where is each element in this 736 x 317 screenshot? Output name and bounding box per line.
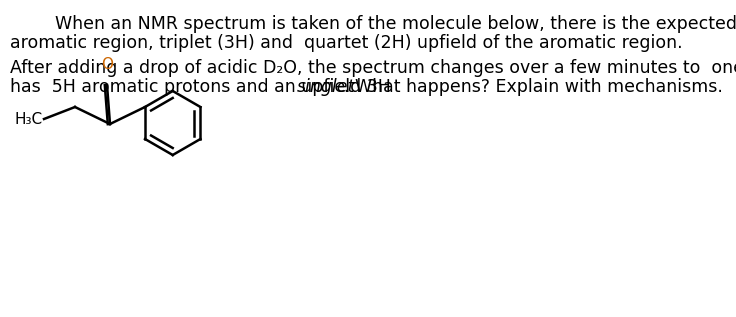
Text: has  5H aromatic protons and an upfield 3H: has 5H aromatic protons and an upfield 3… [10, 78, 397, 96]
Text: After adding a drop of acidic D₂O, the spectrum changes over a few minutes to  o: After adding a drop of acidic D₂O, the s… [10, 59, 736, 77]
Text: . What happens? Explain with mechanisms.: . What happens? Explain with mechanisms. [344, 78, 723, 96]
Text: aromatic region, triplet (3H) and  quartet (2H) upfield of the aromatic region.: aromatic region, triplet (3H) and quarte… [10, 34, 682, 52]
Text: H₃C: H₃C [14, 112, 42, 126]
Text: When an NMR spectrum is taken of the molecule below, there is the expected 5H in: When an NMR spectrum is taken of the mol… [55, 15, 736, 33]
Text: singlet: singlet [297, 78, 355, 96]
Text: O: O [101, 57, 113, 72]
